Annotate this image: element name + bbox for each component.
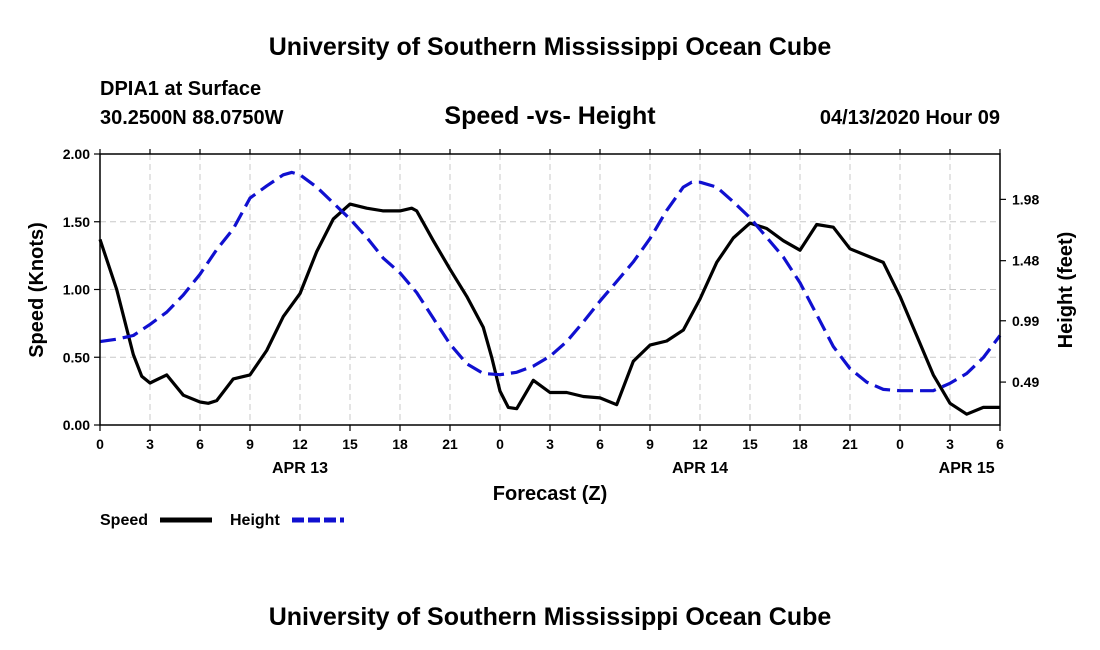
legend: Speed Height <box>100 512 344 529</box>
date-label: APR 14 <box>672 460 728 477</box>
grid <box>100 154 1000 425</box>
x-axis-label: Forecast (Z) <box>493 483 607 505</box>
y-tick-label-left: 1.00 <box>63 282 90 298</box>
x-tick-label: 21 <box>442 436 458 452</box>
series-layer <box>98 170 1002 416</box>
y-tick-label-right: 0.99 <box>1012 313 1039 329</box>
x-tick-label: 3 <box>946 436 954 452</box>
x-tick-label: 15 <box>742 436 758 452</box>
y-tick-label-right: 1.98 <box>1012 191 1039 207</box>
x-tick-label: 18 <box>392 436 408 452</box>
x-tick-label: 6 <box>596 436 604 452</box>
y-tick-label-left: 1.50 <box>63 214 90 230</box>
x-tick-label: 9 <box>646 436 654 452</box>
timestamp-label: 04/13/2020 Hour 09 <box>820 107 1000 129</box>
date-label: APR 15 <box>939 460 995 477</box>
y-tick-label-left: 0.00 <box>63 417 90 433</box>
x-tick-label: 12 <box>692 436 708 452</box>
x-tick-label: 3 <box>546 436 554 452</box>
y-tick-label-left: 0.50 <box>63 349 90 365</box>
bottom-title: University of Southern Mississippi Ocean… <box>269 603 832 631</box>
x-tick-label: 12 <box>292 436 308 452</box>
date-label: APR 13 <box>272 460 328 477</box>
legend-height-label: Height <box>230 512 280 529</box>
speed-series-line <box>98 202 1000 416</box>
y-tick-label-right: 0.49 <box>1012 374 1039 390</box>
y-axis-right-label: Height (feet) <box>1055 232 1077 349</box>
x-tick-label: 9 <box>246 436 254 452</box>
x-tick-label: 0 <box>96 436 104 452</box>
x-tick-label: 6 <box>196 436 204 452</box>
station-label: DPIA1 at Surface <box>100 78 261 100</box>
x-tick-label: 18 <box>792 436 808 452</box>
y-tick-label-left: 2.00 <box>63 146 90 162</box>
axis-ticks: 0 3 6 9 12 15 18 21 0 3 6 9 12 15 18 21 0 3 6 0.00 0.50 1.00 1… <box>63 146 1040 477</box>
x-tick-label: 6 <box>996 436 1004 452</box>
legend-speed-label: Speed <box>100 512 148 529</box>
height-series-line <box>99 170 1002 393</box>
y-tick-label-right: 1.48 <box>1012 253 1039 269</box>
coordinates-label: 30.2500N 88.0750W <box>100 107 284 129</box>
x-tick-label: 0 <box>496 436 504 452</box>
chart-title: Speed -vs- Height <box>444 102 656 130</box>
x-tick-label: 0 <box>896 436 904 452</box>
top-title: University of Southern Mississippi Ocean… <box>269 33 832 61</box>
x-tick-label: 3 <box>146 436 154 452</box>
x-tick-label: 21 <box>842 436 858 452</box>
y-axis-left-label: Speed (Knots) <box>26 222 48 358</box>
x-tick-label: 15 <box>342 436 358 452</box>
